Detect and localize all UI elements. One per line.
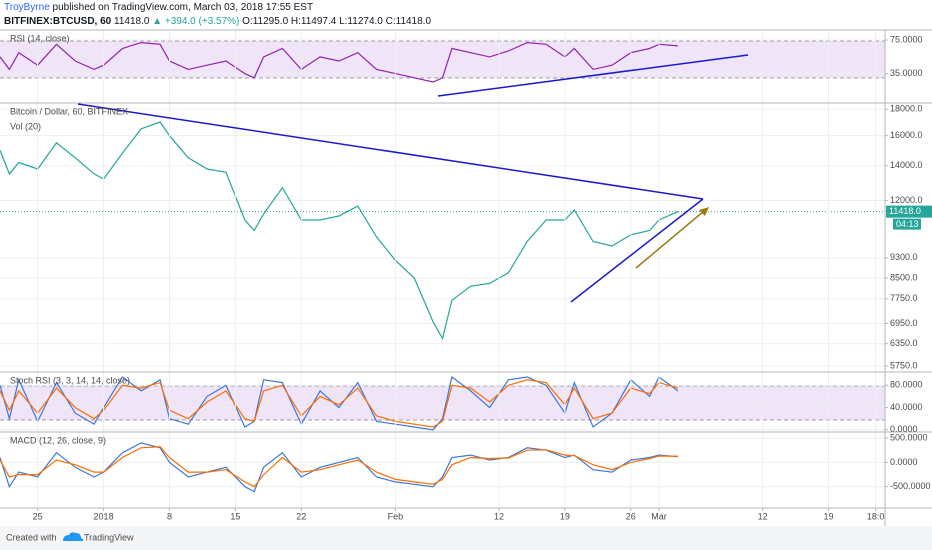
ohlc: O:11295.0 H:11497.4 L:11274.0 C:11418.0	[242, 16, 431, 27]
x-tick-label: 18:0	[867, 511, 885, 521]
series-line	[0, 379, 679, 428]
y-tick-label: 16000.0	[890, 130, 923, 140]
footer-created: Created with	[6, 532, 57, 542]
countdown: 04:13	[896, 219, 919, 229]
trendline	[570, 198, 704, 303]
y-tick-label: 35.0000	[890, 68, 923, 78]
trendline	[437, 54, 749, 97]
y-tick-label: 6350.0	[890, 338, 918, 348]
symbol: BITFINEX:BTCUSD, 60	[4, 16, 112, 27]
series-line	[0, 375, 679, 431]
series-line	[0, 442, 678, 493]
pane-title: MACD (12, 26, close, 9)	[10, 435, 106, 445]
y-tick-label: 0.0000	[890, 424, 918, 434]
x-tick-label: 25	[33, 511, 43, 521]
y-tick-label: 14000.0	[890, 160, 923, 170]
y-tick-label: 6950.0	[890, 318, 918, 328]
x-tick-label: 26	[626, 511, 636, 521]
y-tick-label: 12000.0	[890, 195, 923, 205]
pane-title: RSI (14, close)	[10, 33, 70, 43]
y-tick-label: 9300.0	[890, 252, 918, 262]
x-tick-label: Feb	[388, 511, 404, 521]
x-tick-label: 2018	[94, 511, 114, 521]
x-tick-label: 19	[560, 511, 570, 521]
arrow-head	[699, 207, 709, 216]
footer-brand[interactable]: TradingView	[84, 532, 134, 542]
y-tick-label: 75.0000	[890, 34, 923, 44]
logo	[63, 532, 84, 541]
series-line	[0, 121, 679, 341]
last-price-label: 11418.0	[889, 206, 921, 216]
series-line	[0, 446, 678, 488]
author[interactable]: TroyByrne	[4, 2, 50, 13]
x-tick-label: 12	[494, 511, 504, 521]
y-tick-label: 5750.0	[890, 360, 918, 370]
trendline	[77, 103, 704, 200]
stoch-band	[0, 386, 885, 420]
x-tick-label: 12	[758, 511, 768, 521]
change: ▲ +394.0 (+3.57%)	[152, 16, 239, 27]
header-line1: TroyByrne published on TradingView.com, …	[4, 2, 313, 13]
x-tick-label: 15	[230, 511, 240, 521]
y-tick-label: 40.0000	[890, 402, 923, 412]
plot-area	[0, 30, 888, 511]
pane-title: Stoch RSI (3, 3, 14, 14, close)	[10, 375, 130, 385]
y-tick-label: -500.0000	[890, 481, 931, 491]
y-tick-label: 7750.0	[890, 293, 918, 303]
pane-title: Bitcoin / Dollar, 60, BITFINEX	[10, 106, 128, 116]
x-tick-label: 8	[167, 511, 172, 521]
x-tick-label: 19	[824, 511, 834, 521]
arrow	[635, 210, 705, 269]
pane-subtitle: Vol (20)	[10, 121, 41, 131]
series-line	[0, 41, 678, 83]
x-tick-label: Mar	[651, 511, 667, 521]
footer	[0, 526, 932, 550]
y-tick-label: 0.0000	[890, 457, 918, 467]
y-tick-label: 8500.0	[890, 272, 918, 282]
countdown-box	[893, 218, 921, 230]
header-line2: BITFINEX:BTCUSD, 60 11418.0 ▲ +394.0 (+3…	[4, 16, 431, 27]
published: published on TradingView.com, March 03, …	[53, 2, 314, 13]
last-price-box	[886, 205, 932, 218]
y-tick-label: 80.0000	[890, 380, 923, 390]
y-tick-label: 500.0000	[890, 432, 928, 442]
rsi-band	[0, 41, 885, 78]
price: 11418.0	[114, 16, 150, 27]
x-tick-label: 22	[296, 511, 306, 521]
y-tick-label: 18000.0	[890, 104, 923, 114]
